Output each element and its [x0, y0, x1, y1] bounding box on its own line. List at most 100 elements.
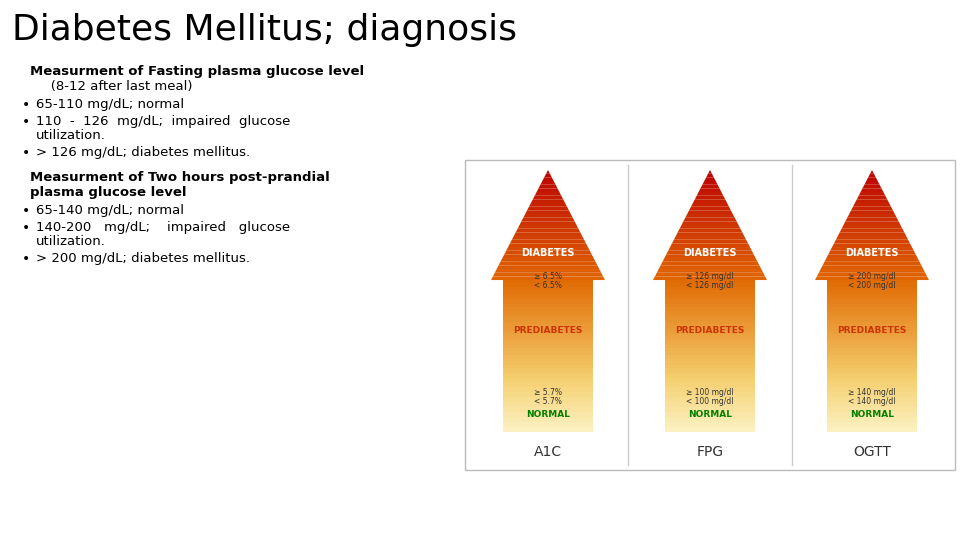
Polygon shape — [821, 265, 924, 269]
Bar — [827, 293, 917, 297]
Bar — [503, 300, 593, 304]
Polygon shape — [862, 185, 881, 188]
Text: NORMAL: NORMAL — [850, 410, 894, 419]
Bar — [503, 375, 593, 379]
Bar — [503, 357, 593, 361]
Bar — [503, 330, 593, 334]
Bar — [827, 401, 917, 407]
Bar — [503, 303, 593, 307]
Polygon shape — [498, 262, 597, 265]
Bar — [827, 323, 917, 328]
Bar — [827, 330, 917, 334]
Polygon shape — [823, 262, 922, 265]
FancyBboxPatch shape — [465, 160, 955, 470]
Polygon shape — [832, 244, 912, 247]
Polygon shape — [866, 177, 877, 181]
Bar — [503, 341, 593, 345]
Polygon shape — [834, 240, 910, 244]
Bar — [665, 411, 755, 417]
Polygon shape — [514, 232, 582, 236]
Text: < 100 mg/dl: < 100 mg/dl — [686, 397, 733, 407]
Polygon shape — [697, 192, 723, 195]
Bar — [827, 327, 917, 331]
Polygon shape — [708, 170, 712, 174]
Text: plasma glucose level: plasma glucose level — [30, 186, 186, 199]
Polygon shape — [830, 247, 914, 251]
Bar — [665, 310, 755, 314]
Bar — [665, 330, 755, 334]
Polygon shape — [842, 225, 902, 228]
Text: < 5.7%: < 5.7% — [534, 397, 562, 407]
Text: 65-140 mg/dL; normal: 65-140 mg/dL; normal — [36, 204, 184, 217]
Bar — [503, 320, 593, 324]
Polygon shape — [508, 244, 588, 247]
Polygon shape — [496, 265, 599, 269]
Polygon shape — [655, 273, 765, 276]
Polygon shape — [705, 177, 716, 181]
Polygon shape — [525, 211, 571, 214]
Polygon shape — [523, 214, 573, 218]
Text: ≥ 5.7%: ≥ 5.7% — [534, 388, 562, 397]
Polygon shape — [827, 254, 918, 258]
Bar — [503, 401, 593, 407]
Polygon shape — [676, 232, 744, 236]
Polygon shape — [852, 207, 893, 211]
Bar — [503, 283, 593, 287]
Text: Measurment of Two hours post-prandial: Measurment of Two hours post-prandial — [30, 171, 329, 184]
Bar — [827, 317, 917, 321]
Polygon shape — [848, 214, 897, 218]
Text: < 140 mg/dl: < 140 mg/dl — [849, 397, 896, 407]
Polygon shape — [539, 185, 558, 188]
Bar — [827, 314, 917, 318]
Bar — [503, 334, 593, 338]
Bar — [503, 317, 593, 321]
Bar — [665, 351, 755, 355]
Bar — [503, 411, 593, 417]
Polygon shape — [815, 276, 929, 280]
Polygon shape — [850, 211, 895, 214]
Text: NORMAL: NORMAL — [526, 410, 570, 419]
Bar — [665, 314, 755, 318]
Polygon shape — [838, 232, 906, 236]
Polygon shape — [517, 225, 578, 228]
Text: DIABETES: DIABETES — [521, 247, 575, 258]
Polygon shape — [825, 258, 920, 262]
Bar — [503, 378, 593, 382]
Text: > 200 mg/dL; diabetes mellitus.: > 200 mg/dL; diabetes mellitus. — [36, 252, 250, 265]
Bar — [665, 401, 755, 407]
Bar — [665, 323, 755, 328]
Bar — [503, 286, 593, 290]
Bar — [665, 375, 755, 379]
Text: ≥ 200 mg/dl: ≥ 200 mg/dl — [849, 272, 896, 281]
Bar — [665, 280, 755, 284]
Bar — [827, 334, 917, 338]
Polygon shape — [707, 174, 714, 177]
Text: < 126 mg/dl: < 126 mg/dl — [686, 281, 733, 289]
Text: DIABETES: DIABETES — [845, 247, 899, 258]
Bar — [665, 396, 755, 402]
Polygon shape — [817, 273, 927, 276]
Bar — [665, 364, 755, 368]
Bar — [665, 303, 755, 307]
Polygon shape — [510, 240, 586, 244]
Bar — [827, 286, 917, 290]
Polygon shape — [544, 174, 552, 177]
Bar — [827, 396, 917, 402]
Polygon shape — [519, 221, 577, 225]
Text: DIABETES: DIABETES — [684, 247, 736, 258]
Bar — [665, 392, 755, 397]
Bar — [827, 290, 917, 294]
Polygon shape — [682, 221, 738, 225]
Polygon shape — [674, 236, 746, 240]
Bar — [827, 422, 917, 427]
Polygon shape — [512, 236, 584, 240]
Bar — [827, 375, 917, 379]
Text: PREDIABETES: PREDIABETES — [675, 327, 745, 335]
Polygon shape — [860, 188, 883, 192]
Polygon shape — [504, 251, 591, 254]
Bar — [503, 290, 593, 294]
Text: ≥ 126 mg/dl: ≥ 126 mg/dl — [686, 272, 733, 281]
Text: A1C: A1C — [534, 445, 562, 459]
Bar — [827, 300, 917, 304]
Bar — [503, 327, 593, 331]
